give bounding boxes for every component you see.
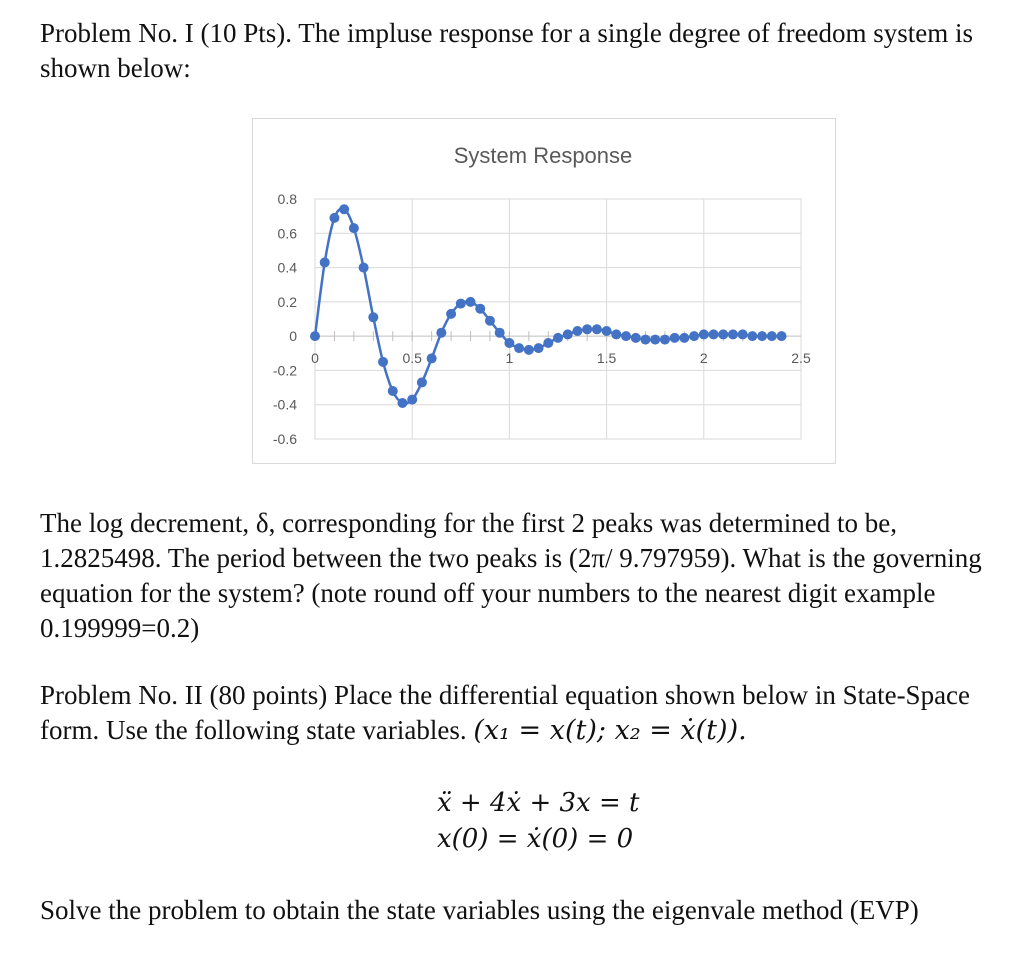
series-line (313, 207, 782, 405)
data-point (669, 332, 680, 343)
data-point (611, 329, 622, 340)
problem-2-prefix: Problem No. II (80 points) Place the dif… (40, 680, 971, 745)
data-point (776, 331, 787, 342)
data-point (582, 324, 593, 335)
data-point (708, 329, 719, 340)
data-point (319, 257, 330, 268)
data-point (465, 296, 476, 307)
data-point (416, 377, 427, 388)
data-point (591, 324, 602, 335)
data-point (329, 212, 340, 223)
data-point (387, 386, 398, 396)
y-tick-label: -0.2 (273, 362, 297, 378)
problem-1-intro: Problem No. I (10 Pts). The impluse resp… (40, 18, 974, 83)
data-point (494, 327, 505, 338)
system-response-chart: System Response 0.8 0.6 0.4 0.2 0 -0.2 -0.4 -0.… (252, 118, 836, 464)
data-point (533, 343, 544, 354)
data-point (358, 262, 369, 273)
y-tick-label: 0.2 (278, 294, 298, 310)
data-point (689, 331, 700, 342)
chart-title: System Response (454, 143, 633, 168)
data-point (543, 338, 554, 348)
data-point (553, 332, 563, 343)
data-point (727, 329, 738, 340)
initial-conditions: x(0) = ẋ(0) = 0 (437, 824, 634, 854)
data-point (426, 353, 437, 364)
data-point (601, 326, 612, 336)
data-point (562, 329, 573, 340)
y-tick-label: 0.4 (278, 260, 298, 276)
problem-2-statement: Problem No. II (80 points) Place the dif… (40, 678, 1015, 748)
data-point (698, 329, 709, 340)
data-point (446, 308, 457, 319)
data-point (378, 356, 389, 367)
data-point (475, 303, 486, 314)
data-point (339, 204, 350, 215)
y-tick-label: 0 (289, 328, 297, 344)
problem-2-instruction: Solve the problem to obtain the state va… (40, 895, 919, 925)
data-point (407, 394, 418, 405)
data-point (348, 223, 359, 234)
data-point (368, 312, 379, 323)
data-point (747, 331, 758, 342)
x-tick-label: 1 (506, 350, 514, 366)
x-tick-label: 1.5 (597, 350, 617, 366)
y-tick-label: 0.6 (278, 225, 298, 241)
data-point (630, 332, 641, 343)
data-point (640, 334, 651, 345)
data-point (436, 327, 447, 338)
differential-equation: ẍ + 4ẋ + 3x = t (437, 788, 640, 818)
x-tick-label: 0.5 (402, 350, 422, 366)
data-point (484, 315, 495, 326)
data-point (310, 331, 320, 342)
data-point (514, 343, 525, 354)
data-point (621, 331, 632, 342)
data-point (766, 331, 777, 342)
data-point (737, 329, 748, 340)
data-point (679, 332, 690, 343)
data-point (523, 344, 534, 355)
data-point (455, 298, 466, 309)
x-tick-label: 2 (700, 350, 708, 366)
chart-svg: System Response 0.8 0.6 0.4 0.2 0 -0.2 -0.4 -0.… (273, 143, 811, 447)
data-point (659, 334, 670, 345)
x-tick-label: 0 (311, 350, 319, 366)
data-point (650, 334, 661, 345)
data-point (718, 329, 729, 340)
x-tick-label: 2.5 (791, 350, 811, 366)
y-tick-label: -0.6 (273, 431, 297, 447)
data-point (397, 398, 408, 408)
data-point (504, 338, 515, 348)
state-variables: (x₁ = x(t); x₂ = ẋ(t)). (473, 715, 747, 746)
problem-1-question: The log decrement, δ, corresponding for … (40, 508, 982, 643)
data-point (757, 331, 768, 342)
data-point (572, 326, 583, 336)
plot-area-border (314, 198, 802, 440)
y-tick-label: -0.4 (273, 397, 297, 413)
y-tick-label: 0.8 (278, 191, 298, 207)
